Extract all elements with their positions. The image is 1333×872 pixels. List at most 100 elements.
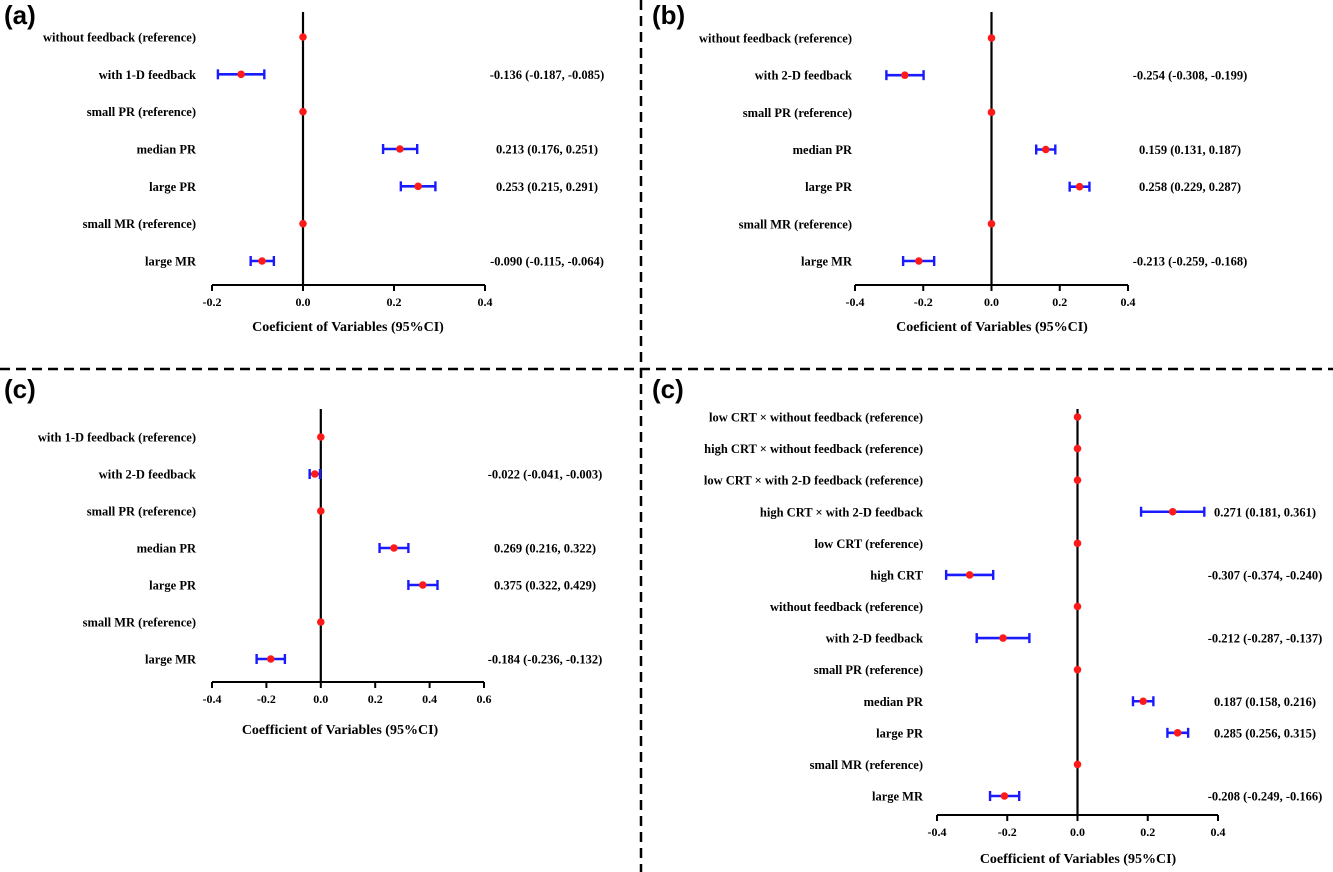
point-estimate bbox=[1073, 602, 1082, 611]
row-label: large PR bbox=[805, 180, 853, 194]
estimate-ci-label: -0.184 (-0.236, -0.132) bbox=[488, 653, 603, 667]
row-label: median PR bbox=[137, 143, 197, 157]
x-tick-label: 0.2 bbox=[368, 692, 383, 706]
panel-c-left-marks: -0.4 -0.2 0.0 0.2 0.4 0.6 with 1-D feedback (r… bbox=[38, 409, 602, 706]
estimate-ci-label: 0.375 (0.322, 0.429) bbox=[494, 579, 596, 593]
point-estimate bbox=[237, 70, 245, 79]
point-estimate bbox=[1073, 444, 1082, 453]
panel-c-right: (c) Coefficient of Variables (95%CI) -0.… bbox=[652, 374, 1322, 867]
x-tick-label: -0.2 bbox=[203, 295, 222, 309]
point-estimate bbox=[965, 571, 974, 579]
panel-c-left: (c) Coefficient of Variables (95%CI) -0.… bbox=[4, 374, 602, 738]
panel-a-marks: -0.2 0.0 0.2 0.4 without feedback (reference… bbox=[43, 12, 604, 309]
estimate-ci-label: 0.269 (0.216, 0.322) bbox=[494, 542, 596, 556]
x-tick-label: 0.2 bbox=[1052, 295, 1067, 309]
x-tick-label: 0.0 bbox=[296, 295, 311, 309]
row-label: with 2-D feedback bbox=[755, 69, 852, 83]
point-estimate bbox=[1073, 539, 1082, 548]
estimate-ci-label: -0.090 (-0.115, -0.064) bbox=[490, 255, 604, 269]
row-label: with 1-D feedback (reference) bbox=[38, 431, 196, 445]
row-label: large PR bbox=[149, 579, 197, 593]
row-label: small PR (reference) bbox=[814, 663, 923, 677]
estimate-ci-label: 0.271 (0.181, 0.361) bbox=[1214, 505, 1316, 519]
panel-b-marks: -0.4 -0.2 0.0 0.2 0.4 without feedback (refer… bbox=[699, 12, 1247, 309]
row-label: median PR bbox=[137, 542, 197, 556]
point-estimate bbox=[915, 257, 923, 265]
point-estimate bbox=[987, 220, 996, 228]
point-estimate bbox=[419, 581, 427, 589]
x-tick-label: -0.2 bbox=[998, 825, 1017, 839]
point-estimate bbox=[390, 544, 398, 552]
point-estimate bbox=[901, 71, 909, 79]
row-label: median PR bbox=[864, 695, 924, 709]
x-tick-label: 0.6 bbox=[477, 692, 492, 706]
x-tick-label: -0.2 bbox=[257, 692, 276, 706]
point-estimate bbox=[311, 470, 319, 478]
point-estimate bbox=[1173, 729, 1182, 737]
panel-c-right-marks: -0.4 -0.2 0.0 0.2 0.4 low CRT × without feedb… bbox=[704, 409, 1322, 839]
x-tick-label: -0.4 bbox=[928, 825, 947, 839]
row-label: low CRT × without feedback (reference) bbox=[709, 411, 923, 425]
x-axis-title: Coefficient of Variables (95%CI) bbox=[242, 723, 439, 738]
row-label: small PR (reference) bbox=[743, 106, 852, 120]
estimate-ci-label: 0.159 (0.131, 0.187) bbox=[1139, 143, 1241, 157]
point-estimate bbox=[1073, 476, 1082, 484]
x-tick-label: 0.2 bbox=[387, 295, 402, 309]
point-estimate bbox=[1073, 665, 1082, 674]
row-label: high CRT × with 2-D feedback bbox=[760, 505, 923, 519]
x-tick-label: 0.0 bbox=[984, 295, 999, 309]
row-label: small MR (reference) bbox=[83, 616, 196, 630]
x-tick-label: 0.4 bbox=[422, 692, 437, 706]
estimate-ci-label: 0.187 (0.158, 0.216) bbox=[1214, 695, 1316, 709]
estimate-ci-label: 0.285 (0.256, 0.315) bbox=[1214, 726, 1316, 740]
estimate-ci-label: 0.258 (0.229, 0.287) bbox=[1139, 180, 1241, 194]
estimate-ci-label: -0.213 (-0.259, -0.168) bbox=[1133, 255, 1248, 269]
estimate-ci-label: 0.213 (0.176, 0.251) bbox=[496, 143, 598, 157]
row-label: large MR bbox=[145, 255, 197, 269]
point-estimate bbox=[1000, 792, 1009, 800]
estimate-ci-label: -0.307 (-0.374, -0.240) bbox=[1208, 568, 1323, 582]
x-tick-label: -0.2 bbox=[914, 295, 933, 309]
row-label: large PR bbox=[876, 726, 924, 740]
point-estimate bbox=[299, 107, 307, 116]
point-estimate bbox=[299, 33, 307, 41]
row-label: low CRT (reference) bbox=[814, 537, 923, 551]
panel-b: (b) Coeficient of Variables (95%CI) -0.4… bbox=[652, 0, 1247, 335]
panel-label: (c) bbox=[4, 374, 36, 404]
point-estimate bbox=[1073, 760, 1082, 769]
row-label: with 2-D feedback bbox=[99, 468, 196, 482]
point-estimate bbox=[266, 655, 275, 663]
row-label: small MR (reference) bbox=[83, 217, 196, 231]
estimate-ci-label: -0.136 (-0.187, -0.085) bbox=[490, 68, 605, 82]
row-label: high CRT × without feedback (reference) bbox=[704, 442, 923, 456]
point-estimate bbox=[1139, 697, 1147, 706]
row-label: large PR bbox=[149, 180, 197, 194]
estimate-ci-label: -0.208 (-0.249, -0.166) bbox=[1208, 790, 1323, 804]
x-tick-label: 0.0 bbox=[313, 692, 328, 706]
point-estimate bbox=[317, 618, 325, 626]
point-estimate bbox=[987, 34, 996, 42]
row-label: small PR (reference) bbox=[87, 505, 196, 519]
row-label: large MR bbox=[145, 653, 197, 667]
row-label: with 1-D feedback bbox=[99, 68, 196, 82]
point-estimate bbox=[258, 257, 266, 265]
row-label: without feedback (reference) bbox=[699, 32, 852, 46]
panel-a: (a) Coeficient of Variables (95%CI) -0.2… bbox=[4, 0, 604, 335]
panel-label: (c) bbox=[652, 374, 684, 404]
row-label: high CRT bbox=[870, 568, 923, 582]
x-axis-title: Coeficient of Variables (95%CI) bbox=[896, 320, 1088, 335]
row-label: without feedback (reference) bbox=[770, 600, 923, 614]
row-label: small MR (reference) bbox=[810, 758, 923, 772]
row-label: without feedback (reference) bbox=[43, 31, 196, 45]
row-label: small MR (reference) bbox=[739, 217, 852, 231]
row-label: with 2-D feedback bbox=[826, 632, 923, 646]
point-estimate bbox=[317, 433, 325, 441]
row-label: median PR bbox=[793, 143, 853, 157]
x-axis-title: Coeficient of Variables (95%CI) bbox=[252, 320, 444, 335]
row-label: low CRT × with 2-D feedback (reference) bbox=[704, 474, 923, 488]
row-label: large MR bbox=[872, 790, 924, 804]
x-tick-label: -0.4 bbox=[203, 692, 222, 706]
point-estimate bbox=[999, 634, 1007, 642]
row-label: large MR bbox=[801, 255, 853, 269]
estimate-ci-label: -0.022 (-0.041, -0.003) bbox=[488, 468, 603, 482]
